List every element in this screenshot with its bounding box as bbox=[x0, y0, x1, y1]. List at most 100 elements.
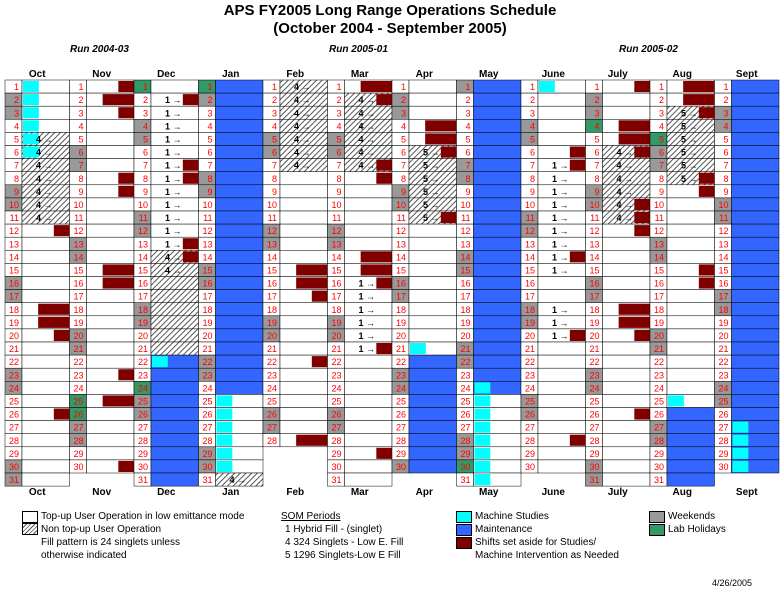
day-number-oct-7: 7 bbox=[14, 161, 19, 171]
op-cell-dec-21 bbox=[150, 341, 199, 356]
shift-mark-aug-16 bbox=[698, 277, 715, 289]
day-number-oct-21: 21 bbox=[9, 344, 19, 354]
day-number-june-8: 8 bbox=[530, 174, 535, 184]
op-cell-july-17 bbox=[602, 289, 651, 303]
month-label-nov-top: Nov bbox=[92, 69, 111, 80]
day-number-oct-11: 11 bbox=[10, 213, 19, 223]
day-number-apr-13: 13 bbox=[396, 239, 406, 249]
op-cell-sept-13 bbox=[731, 236, 780, 251]
som-label-apr-8: 5 → bbox=[423, 174, 440, 184]
day-number-jan-15: 15 bbox=[202, 266, 212, 276]
som-label-feb-5: 4 → bbox=[294, 135, 311, 145]
som-label-dec-2: 1 → bbox=[165, 95, 182, 105]
shift-mark-aug-9 bbox=[698, 185, 715, 197]
day-number-aug-30: 30 bbox=[654, 462, 664, 472]
day-number-oct-1: 1 bbox=[14, 82, 19, 92]
op-cell-july-30 bbox=[602, 459, 651, 474]
op-cell-june-24 bbox=[537, 381, 586, 395]
op-cell-mar-23 bbox=[344, 367, 393, 382]
run-label-2004-03: Run 2004-03 bbox=[70, 44, 129, 55]
day-number-oct-2: 2 bbox=[14, 95, 19, 105]
day-number-jan-16: 16 bbox=[202, 279, 212, 289]
som-label-mar-2: 4 → bbox=[359, 95, 376, 105]
month-label-may-top: May bbox=[479, 69, 499, 80]
day-number-may-20: 20 bbox=[460, 331, 470, 341]
day-number-july-8: 8 bbox=[594, 174, 599, 184]
day-number-jan-5: 5 bbox=[207, 135, 212, 145]
day-number-aug-24: 24 bbox=[654, 383, 664, 393]
day-number-may-18: 18 bbox=[460, 305, 470, 315]
op-cell-sept-23 bbox=[731, 367, 780, 382]
day-number-sept-27: 27 bbox=[718, 423, 728, 433]
day-number-apr-2: 2 bbox=[401, 95, 406, 105]
op-cell-apr-13 bbox=[408, 236, 457, 251]
day-number-mar-22: 22 bbox=[331, 357, 341, 367]
day-number-nov-29: 29 bbox=[73, 449, 83, 459]
month-label-may-bottom: May bbox=[479, 487, 499, 498]
shift-mark-apr-6 bbox=[440, 146, 457, 158]
day-number-feb-13: 13 bbox=[267, 239, 277, 249]
op-cell-aug-12 bbox=[666, 223, 715, 238]
day-number-june-24: 24 bbox=[525, 383, 535, 393]
day-number-sept-29: 29 bbox=[718, 449, 728, 459]
day-number-jan-14: 14 bbox=[202, 252, 212, 262]
op-cell-oct-28 bbox=[21, 433, 70, 448]
op-cell-oct-17 bbox=[21, 289, 70, 303]
day-number-oct-14: 14 bbox=[9, 252, 19, 262]
op-cell-sept-6 bbox=[731, 145, 780, 159]
day-number-apr-17: 17 bbox=[396, 292, 406, 302]
month-label-dec-bottom: Dec bbox=[157, 487, 176, 498]
day-number-june-7: 7 bbox=[530, 161, 535, 171]
op-cell-sept-1 bbox=[731, 79, 780, 94]
month-label-mar-bottom: Mar bbox=[351, 487, 369, 498]
day-number-mar-7: 7 bbox=[336, 161, 341, 171]
op-cell-aug-31 bbox=[666, 472, 715, 487]
studies-mark-oct-3 bbox=[23, 107, 39, 119]
legend-som-1: 1 Hybrid Fill - (singlet) bbox=[285, 524, 383, 535]
day-number-june-17: 17 bbox=[525, 292, 535, 302]
op-cell-oct-29 bbox=[21, 446, 70, 461]
shift-mark-mar-8 bbox=[376, 172, 392, 184]
day-number-apr-6: 6 bbox=[401, 148, 406, 158]
shift-mark-mar-7 bbox=[376, 159, 392, 171]
day-number-may-21: 21 bbox=[460, 344, 470, 354]
day-number-may-13: 13 bbox=[460, 239, 470, 249]
shift-mark-july-19 bbox=[618, 316, 650, 328]
op-cell-dec-19 bbox=[150, 315, 199, 330]
day-number-july-6: 6 bbox=[594, 148, 599, 158]
op-cell-oct-31 bbox=[21, 472, 70, 487]
month-label-dec-top: Dec bbox=[157, 69, 176, 80]
op-cell-dec-26 bbox=[150, 407, 199, 421]
legend-swatch-studies bbox=[456, 511, 472, 523]
day-number-nov-13: 13 bbox=[73, 239, 83, 249]
legend-swatch-holidays bbox=[649, 524, 665, 536]
day-number-nov-12: 12 bbox=[73, 226, 83, 236]
day-number-feb-21: 21 bbox=[267, 344, 277, 354]
shift-mark-july-26 bbox=[634, 408, 650, 420]
day-number-oct-20: 20 bbox=[9, 331, 19, 341]
day-number-feb-15: 15 bbox=[267, 266, 277, 276]
day-number-may-25: 25 bbox=[460, 397, 470, 407]
day-number-nov-8: 8 bbox=[78, 174, 83, 184]
day-number-sept-9: 9 bbox=[723, 187, 728, 197]
op-cell-apr-15 bbox=[408, 263, 457, 277]
shift-mark-feb-15 bbox=[296, 264, 328, 276]
som-label-june-7: 1 → bbox=[552, 161, 569, 171]
day-number-may-27: 27 bbox=[460, 423, 470, 433]
som-label-july-9: 4 → bbox=[617, 187, 634, 197]
op-cell-apr-23 bbox=[408, 367, 457, 382]
op-cell-jan-14 bbox=[215, 250, 264, 264]
op-cell-dec-1 bbox=[150, 79, 199, 94]
day-number-mar-20: 20 bbox=[331, 331, 341, 341]
day-number-aug-13: 13 bbox=[654, 239, 664, 249]
day-number-feb-26: 26 bbox=[267, 410, 277, 420]
day-number-dec-11: 11 bbox=[139, 213, 148, 223]
op-cell-apr-29 bbox=[408, 446, 457, 461]
studies-mark-jan-28 bbox=[216, 434, 233, 446]
som-label-mar-3: 4 → bbox=[359, 108, 376, 118]
day-number-mar-15: 15 bbox=[331, 266, 341, 276]
op-cell-sept-21 bbox=[731, 341, 780, 356]
day-number-mar-3: 3 bbox=[336, 108, 341, 118]
day-number-may-11: 11 bbox=[461, 213, 470, 223]
shift-mark-apr-4 bbox=[425, 120, 457, 132]
